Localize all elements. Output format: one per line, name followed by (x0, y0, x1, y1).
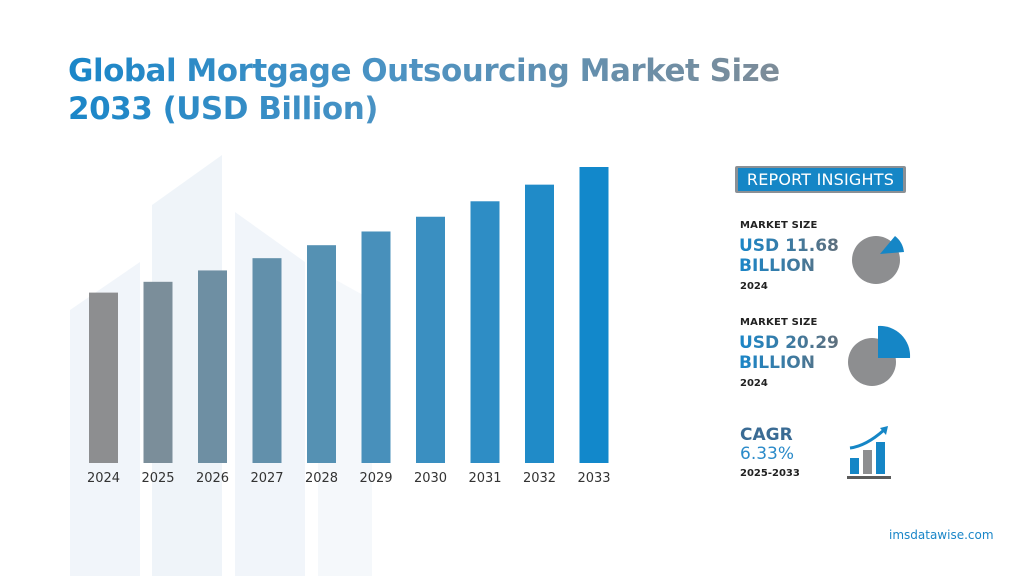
cagr-value: 6.33% (740, 444, 795, 464)
cagr-label: CAGR (740, 425, 793, 445)
x-tick-label-2028: 2028 (305, 471, 338, 486)
bar-2027 (252, 258, 282, 463)
bar-2024 (89, 292, 118, 463)
bar-2031 (470, 201, 500, 463)
bar-2029 (361, 231, 391, 463)
report-insights-label: REPORT INSIGHTS (738, 168, 903, 191)
bar-2032 (525, 184, 554, 463)
x-tick-label-2032: 2032 (523, 471, 556, 486)
growth-bar-chart-icon (847, 426, 891, 479)
bar-2033 (579, 167, 609, 463)
market-size-2024-value-line2: BILLION (739, 256, 815, 276)
x-tick-label-2030: 2030 (414, 471, 447, 486)
x-tick-label-2033: 2033 (577, 471, 610, 486)
market-size-2033-label: MARKET SIZE (740, 317, 818, 328)
market-size-2024-value: USD 11.68 BILLION (739, 236, 839, 276)
market-size-2033-value-line1: USD 20.29 (739, 333, 839, 353)
market-size-2024-label: MARKET SIZE (740, 220, 818, 231)
pie-chart-icon (852, 236, 904, 284)
bar-2025 (143, 281, 173, 463)
bar-2030 (416, 216, 445, 463)
pie-chart-icon (848, 325, 911, 386)
market-size-2033-value: USD 20.29 BILLION (739, 333, 839, 373)
market-size-2024-value-line1: USD 11.68 (739, 236, 839, 256)
market-size-2033-year: 2024 (740, 378, 768, 389)
bar-2026 (198, 270, 227, 463)
report-insights-badge: REPORT INSIGHTS (735, 166, 906, 193)
bar-2028 (307, 245, 336, 463)
x-tick-label-2029: 2029 (359, 471, 392, 486)
market-size-2024-year: 2024 (740, 281, 768, 292)
cagr-period: 2025-2033 (740, 468, 800, 479)
x-tick-label-2024: 2024 (87, 471, 120, 486)
x-tick-label-2031: 2031 (468, 471, 501, 486)
x-tick-label-2026: 2026 (196, 471, 229, 486)
x-tick-label-2025: 2025 (141, 471, 174, 486)
market-size-2033-value-line2: BILLION (739, 353, 815, 373)
footer-website[interactable]: imsdatawise.com (889, 528, 994, 542)
x-tick-label-2027: 2027 (250, 471, 283, 486)
